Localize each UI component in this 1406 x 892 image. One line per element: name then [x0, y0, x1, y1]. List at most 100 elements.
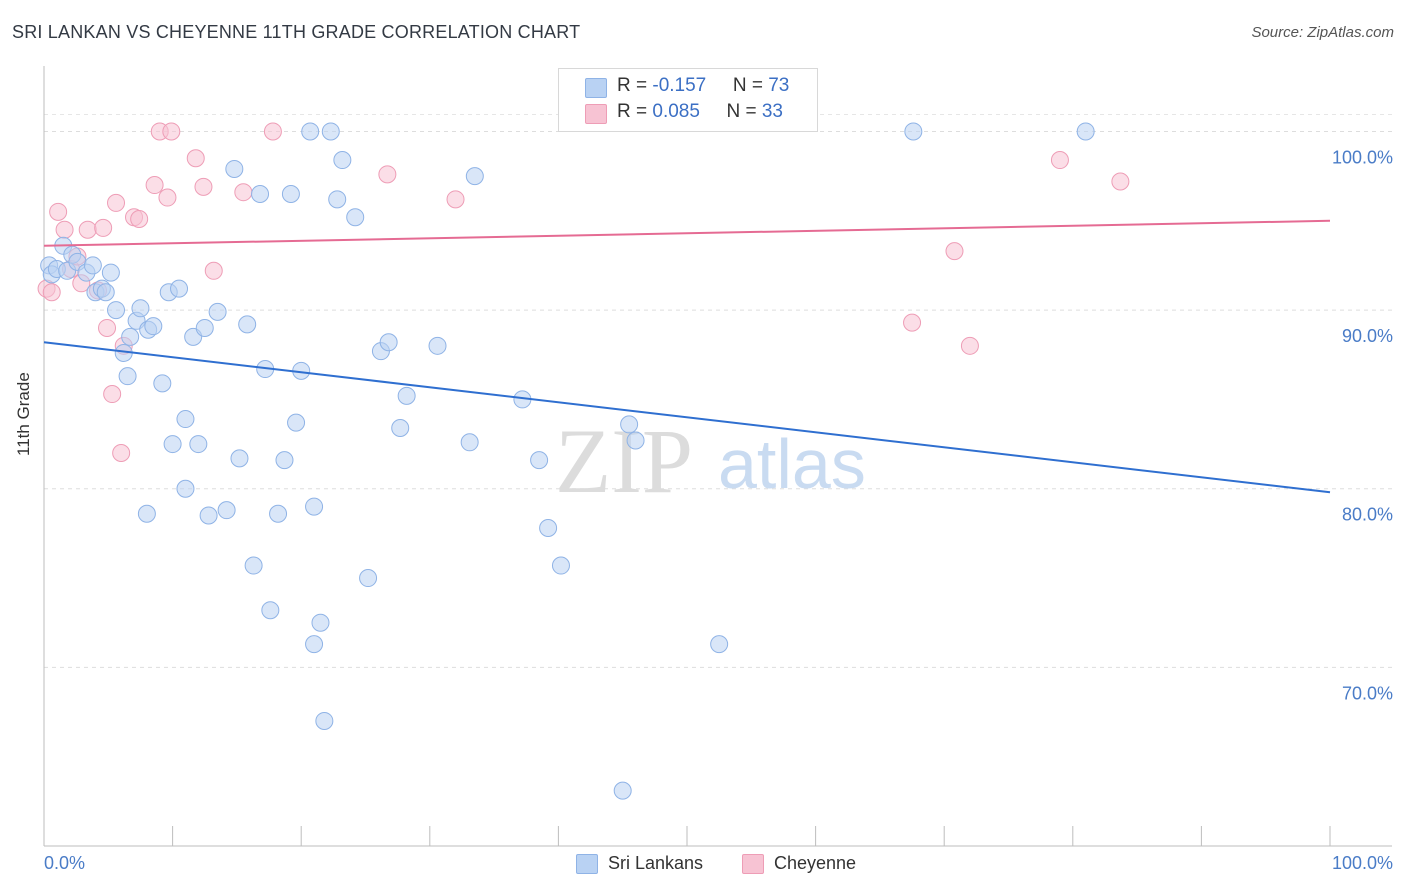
cheyenne-point [162, 122, 181, 141]
sri-lankans-point [251, 184, 270, 203]
cheyenne-point [234, 183, 253, 202]
cheyenne-trend-line [43, 219, 1331, 247]
cheyenne-point [94, 218, 113, 237]
sri-lankans-point [217, 501, 236, 520]
sri-lankans-point [530, 451, 549, 470]
sri-lankans-point [281, 184, 300, 203]
sri-lankans-point [244, 556, 263, 575]
sri-lankans-point [118, 367, 137, 386]
cheyenne-point [98, 318, 117, 337]
sri-lankans-point [131, 299, 150, 318]
cheyenne-point [263, 122, 282, 141]
legend-n-label: N = [726, 101, 762, 122]
sri-lankans-point [230, 449, 249, 468]
legend-n-value: 73 [768, 75, 790, 96]
sri-lankans-point [311, 613, 330, 632]
sri-lankans-point [465, 167, 484, 186]
source-label: Source: ZipAtlas.com [1251, 24, 1394, 41]
sri-lankans-point [391, 418, 410, 437]
sri-lankans-point [333, 151, 352, 170]
sri-lankans-point [83, 256, 102, 275]
legend-n-value: 33 [761, 101, 783, 122]
sri-lankans-point [96, 283, 115, 302]
cheyenne-point [194, 177, 213, 196]
y-tick-label: 80.0% [1342, 505, 1393, 525]
sri-lankans-point [170, 279, 189, 298]
sri-lankans-point [904, 122, 923, 141]
sri-lankans-point [551, 556, 570, 575]
sri-lankans-point [195, 318, 214, 337]
sri-lankans-point [379, 333, 398, 352]
sri-lankans-point [539, 519, 558, 538]
cheyenne-point [1050, 151, 1069, 170]
sri-lankans-point [261, 601, 280, 620]
y-tick-labels: 70.0% 80.0% 90.0% 100.0% [1332, 147, 1393, 703]
sri-lankans-point [275, 451, 294, 470]
cheyenne-point [78, 220, 97, 239]
legend-r-label: R = [617, 75, 653, 96]
sri-lankans-point [199, 506, 218, 525]
cheyenne-point [903, 313, 922, 332]
legend-r-value: 0.085 [652, 101, 700, 122]
cheyenne-point [960, 336, 979, 355]
sri-lankans-point [710, 635, 729, 654]
cheyenne-point [103, 385, 122, 404]
sri-lankans-point [626, 431, 645, 450]
cheyenne-point [158, 188, 177, 207]
cheyenne-point [42, 283, 61, 302]
sri-lankans-point [107, 301, 126, 320]
sri-lankans-points [40, 122, 1095, 800]
legend-r-label: R = [617, 101, 653, 122]
sri-lankans-point [225, 159, 244, 178]
series-legend: Sri Lankans Cheyenne [0, 852, 1406, 878]
sri-lankans-point [321, 122, 340, 141]
y-tick-label: 70.0% [1342, 683, 1393, 703]
cheyenne-point [945, 242, 964, 261]
sri-lankans-point [397, 386, 416, 405]
cheyenne-point [186, 149, 205, 168]
sri-lankans-point [153, 374, 172, 393]
sri-lankans-point [176, 410, 195, 429]
sri-lankans-point [305, 635, 324, 654]
sri-lankans-point [301, 122, 320, 141]
sri-lankans-point [121, 327, 140, 346]
cheyenne-point [49, 202, 68, 221]
sri-lankans-point [328, 190, 347, 209]
sri-lankans-point [346, 208, 365, 227]
cheyenne-point [55, 220, 74, 239]
x-tick-labels: 0.0% 100.0% [44, 853, 1393, 873]
sri-lankans-point [305, 497, 324, 516]
legend-n-label: N = [732, 75, 769, 96]
sri-lankans-point [613, 781, 632, 800]
sri-lankans-point [315, 711, 334, 730]
cheyenne-point [1111, 172, 1130, 191]
y-tick-label: 90.0% [1342, 326, 1393, 346]
sri-lankans-trend-line [43, 341, 1331, 494]
sri-lankans-point [287, 413, 306, 432]
watermark: ZIP atlas [555, 410, 866, 512]
axes [43, 66, 1392, 847]
sri-lankans-point [238, 315, 257, 334]
sri-lankans-point [176, 479, 195, 498]
cheyenne-point [204, 261, 223, 280]
series-swatch-pink [742, 854, 764, 874]
x-tick-label: 100.0% [1332, 853, 1393, 873]
sri-lankans-point [144, 317, 163, 336]
sri-lankans-point [269, 504, 288, 523]
watermark-atlas: atlas [718, 425, 866, 503]
cheyenne-point [145, 176, 164, 195]
legend-swatch-blue [585, 78, 607, 98]
series-swatch-blue [576, 854, 598, 874]
legend-swatch-pink [585, 104, 607, 124]
cheyenne-point [378, 165, 397, 184]
legend-r-value: -0.157 [652, 75, 707, 96]
sri-lankans-point [208, 302, 227, 321]
cheyenne-point [130, 209, 149, 228]
sri-lankans-point [189, 435, 208, 454]
series-label-sri-lankans: Sri Lankans [608, 853, 704, 873]
sri-lankans-point [1076, 122, 1095, 141]
x-tick-label: 0.0% [44, 853, 85, 873]
sri-lankans-point [101, 263, 120, 282]
series-label-cheyenne: Cheyenne [774, 853, 857, 873]
